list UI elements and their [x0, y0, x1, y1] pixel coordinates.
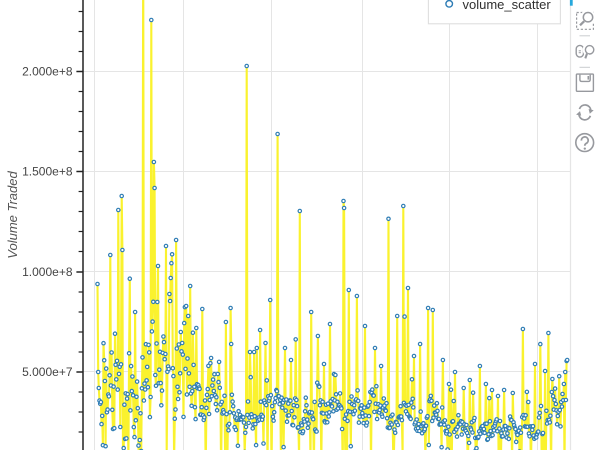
- svg-text:volume_scatter: volume_scatter: [463, 0, 552, 12]
- svg-text:5.000e+7: 5.000e+7: [22, 365, 73, 379]
- svg-text:Volume Traded: Volume Traded: [5, 171, 20, 259]
- svg-text:1.500e+8: 1.500e+8: [22, 165, 73, 179]
- svg-text:2.000e+8: 2.000e+8: [22, 65, 73, 79]
- svg-text:1.000e+8: 1.000e+8: [22, 265, 73, 279]
